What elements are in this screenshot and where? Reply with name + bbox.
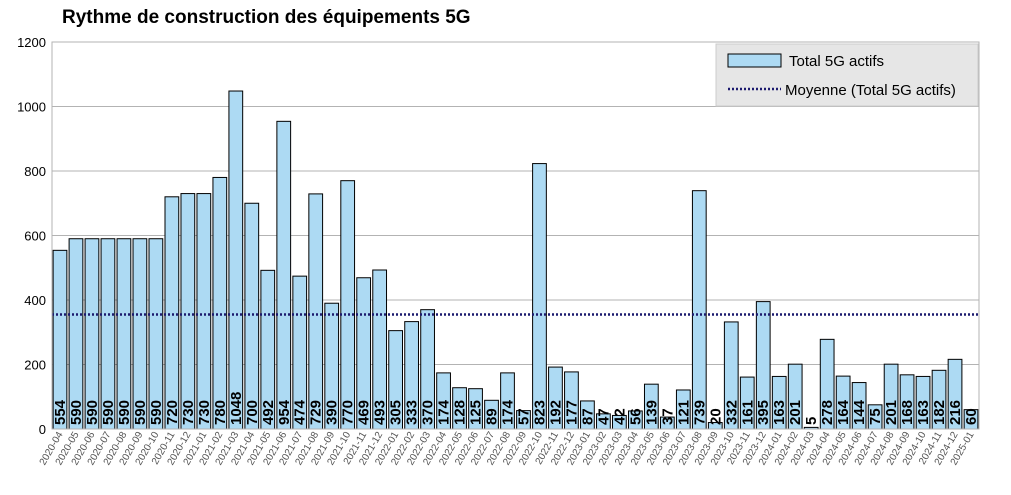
- data-label: 128: [452, 400, 469, 425]
- bar: [691, 190, 707, 430]
- data-label: 332: [723, 400, 740, 425]
- data-label: 161: [739, 400, 756, 425]
- data-label: 37: [659, 408, 676, 425]
- data-label: 60: [963, 408, 980, 425]
- data-label: 182: [931, 400, 948, 425]
- data-label: 177: [563, 400, 580, 425]
- data-label: 174: [500, 399, 517, 425]
- data-label: 590: [68, 400, 85, 425]
- data-label: 56: [627, 408, 644, 425]
- data-label: 395: [755, 400, 772, 425]
- data-label: 730: [180, 400, 197, 425]
- data-label: 192: [547, 400, 564, 425]
- data-label: 554: [52, 399, 69, 425]
- data-label: 590: [84, 400, 101, 425]
- data-label: 57: [515, 408, 532, 425]
- y-tick-label: 800: [24, 164, 46, 179]
- data-label: 730: [196, 400, 213, 425]
- bar: [308, 193, 324, 430]
- data-label: 163: [915, 400, 932, 425]
- data-label: 590: [148, 400, 165, 425]
- data-label: 121: [675, 400, 692, 425]
- data-label: 1048: [228, 392, 245, 425]
- data-label: 700: [244, 400, 261, 425]
- data-label: 474: [292, 399, 309, 425]
- data-label: 492: [260, 400, 277, 425]
- data-label: 216: [947, 400, 964, 425]
- legend-label-average: Moyenne (Total 5G actifs): [785, 82, 956, 99]
- legend-label-series: Total 5G actifs: [789, 53, 884, 70]
- data-label: 278: [819, 400, 836, 425]
- data-label: 720: [164, 400, 181, 425]
- data-label: 168: [899, 400, 916, 425]
- legend: Total 5G actifs Moyenne (Total 5G actifs): [715, 43, 979, 107]
- data-label: 47: [595, 408, 612, 425]
- data-label: 590: [132, 400, 149, 425]
- data-label: 590: [100, 400, 117, 425]
- data-label: 590: [116, 400, 133, 425]
- data-label: 75: [867, 408, 884, 425]
- bar: [228, 90, 244, 430]
- data-label: 139: [643, 400, 660, 425]
- data-label: 5: [803, 417, 820, 425]
- data-label: 333: [404, 400, 421, 425]
- data-label: 954: [276, 399, 293, 425]
- data-label: 125: [468, 400, 485, 425]
- bar: [244, 202, 260, 430]
- bar: [212, 176, 228, 430]
- data-label: 89: [484, 408, 501, 425]
- data-label: 469: [356, 400, 373, 425]
- data-label: 174: [436, 399, 453, 425]
- data-label: 163: [771, 400, 788, 425]
- data-label: 201: [787, 400, 804, 425]
- data-label: 87: [579, 408, 596, 425]
- plot-area-border: [51, 41, 980, 430]
- data-label: 42: [611, 408, 628, 425]
- data-label: 823: [531, 400, 548, 425]
- y-tick-label: 200: [24, 358, 46, 373]
- data-label: 780: [212, 400, 229, 425]
- legend-swatch-bar: [727, 53, 782, 68]
- data-label: 201: [883, 400, 900, 425]
- bars: [52, 90, 979, 430]
- chart-title: Rythme de construction des équipements 5…: [62, 7, 471, 28]
- y-tick-label: 0: [39, 422, 46, 437]
- data-label: 164: [835, 399, 852, 425]
- bar: [196, 193, 212, 430]
- bar: [532, 163, 547, 430]
- y-tick-label: 1200: [17, 35, 46, 50]
- bar: [276, 120, 292, 430]
- data-label: 390: [324, 400, 341, 425]
- data-label: 305: [388, 400, 405, 425]
- data-label: 739: [691, 400, 708, 425]
- data-labels: 5545905905905905905907207307307801048700…: [52, 392, 980, 425]
- data-label: 493: [372, 400, 389, 425]
- y-tick-label: 400: [24, 293, 46, 308]
- data-label: 729: [308, 400, 325, 425]
- y-tick-label: 1000: [17, 100, 46, 115]
- data-label: 144: [851, 399, 868, 425]
- data-label: 770: [340, 400, 357, 425]
- y-tick-label: 600: [24, 229, 46, 244]
- bar: [164, 196, 180, 430]
- data-label: 20: [707, 408, 724, 425]
- data-label: 370: [420, 400, 437, 425]
- bar: [180, 193, 196, 430]
- bar: [340, 180, 356, 430]
